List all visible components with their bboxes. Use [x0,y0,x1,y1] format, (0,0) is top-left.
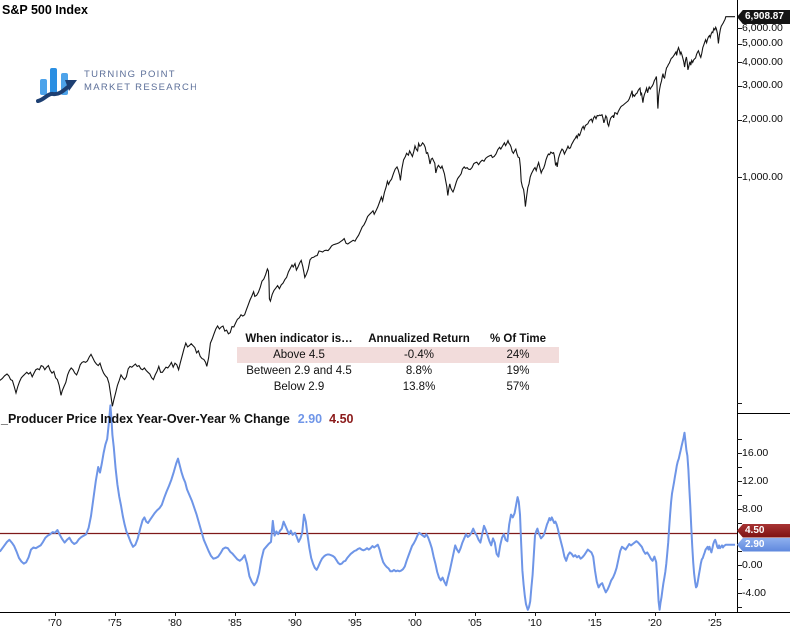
indicator-name: _Producer Price Index Year-Over-Year % C… [1,412,290,426]
brand-logo: TURNING POINT MARKET RESEARCH [36,60,197,111]
time-axis-label: '10 [528,617,542,629]
price-axis-label: -4.00 [742,586,766,599]
stats-table-cell: 19% [506,365,530,377]
time-axis-label: '75 [108,617,122,629]
price-axis-label: 1,000.00 [742,170,783,183]
sp500-series-line [0,16,735,407]
stats-table-cell: Between 2.9 and 4.5 [246,365,352,377]
chart-title: S&P 500 Index [2,3,88,17]
time-axis-tick [655,612,656,616]
price-axis-tick [737,28,742,30]
indicator-status-line[interactable]: _Producer Price Index Year-Over-Year % C… [1,412,353,426]
stats-table-cell: 13.8% [402,381,436,393]
price-axis-label: 16.00 [742,446,769,459]
price-axis-tick [737,43,742,45]
logo-text-line2: MARKET RESEARCH [84,82,196,93]
price-axis-tick [737,453,742,454]
stats-table-cell: -0.4% [403,349,435,361]
time-axis-line [0,612,790,613]
price-axis-tick [737,62,742,63]
time-axis-tick [175,612,176,616]
price-axis-tick [737,551,742,552]
time-axis-tick [55,612,56,616]
time-axis-tick [715,612,716,616]
time-axis-label: '15 [588,617,602,629]
price-axis-tick [737,467,742,468]
stats-table: When indicator is… Annualized Return % Of … [237,331,559,395]
price-axis-label: 8.00 [742,502,763,515]
logo-text-line1: TURNING POINT [84,69,176,80]
time-axis-label: '95 [348,617,362,629]
time-axis-label: '85 [228,617,242,629]
price-axis-label: 4,000.00 [742,55,783,68]
panel-separator [737,413,790,414]
price-axis-line [737,0,738,612]
stats-table-header-cell: When indicator is… [245,333,353,345]
price-axis-tick [737,523,742,524]
time-axis-tick [355,612,356,616]
stats-table-cell: 8.8% [405,365,433,377]
time-axis-tick [475,612,476,616]
time-axis-tick [115,612,116,616]
time-axis-tick [235,612,236,616]
price-axis-tick [737,495,742,496]
price-axis-tick [737,119,742,121]
price-axis-label: 2,000.00 [742,113,783,125]
time-axis-label: '00 [408,617,422,629]
stats-table-header-row: When indicator is… Annualized Return % Of … [237,331,559,347]
price-axis-label: 3,000.00 [742,79,783,92]
time-axis-tick [595,612,596,616]
price-axis-tick [737,607,742,608]
price-axis-tick [737,593,742,594]
stats-table-header-cell: Annualized Return [368,333,470,345]
stats-table-cell: Below 2.9 [273,381,325,393]
time-axis-label: '90 [288,617,302,629]
price-axis-tick [737,579,742,580]
price-axis-tick [737,177,742,178]
price-axis-tick [737,439,742,440]
price-axis-label: 12.00 [742,474,769,487]
price-axis-tick [737,509,742,510]
time-axis-tick [295,612,296,616]
price-axis-tick [737,481,742,482]
time-axis-label: '70 [48,617,62,629]
stats-table-cell: Above 4.5 [273,349,325,361]
indicator-threshold-value: 4.50 [329,412,354,426]
price-axis-label: 0.00 [742,558,763,571]
stats-table-cell: 24% [506,349,530,361]
time-axis-label: '05 [468,617,482,629]
threshold-badge: 4.50 [737,524,790,538]
time-axis-label: '20 [648,617,662,629]
stats-table-row: Below 2.9 13.8% 57% [237,379,559,395]
price-axis-label: 5,000.00 [742,37,783,49]
stats-table-row: Between 2.9 and 4.5 8.8% 19% [237,363,559,379]
time-axis-tick [415,612,416,616]
time-axis-label: '25 [708,617,722,629]
time-axis-label: '80 [168,617,182,629]
stats-table-cell: 57% [506,381,530,393]
price-axis-label: 6,000.00 [742,21,783,34]
current-value-badge: 2.90 [737,538,790,552]
price-axis-tick [737,85,742,87]
ppi-series-line [0,404,735,611]
stats-table-row: Above 4.5 -0.4% 24% [237,347,559,363]
stats-table-header-cell: % Of Time [489,333,547,345]
price-axis-tick [737,402,742,404]
bar-chart-arrow-icon: TURNING POINT MARKET RESEARCH [36,68,197,103]
last-price-badge: 6,908.87 [737,10,790,24]
price-axis-tick [737,565,742,566]
indicator-current-value: 2.90 [297,412,323,426]
time-axis-tick [535,612,536,616]
